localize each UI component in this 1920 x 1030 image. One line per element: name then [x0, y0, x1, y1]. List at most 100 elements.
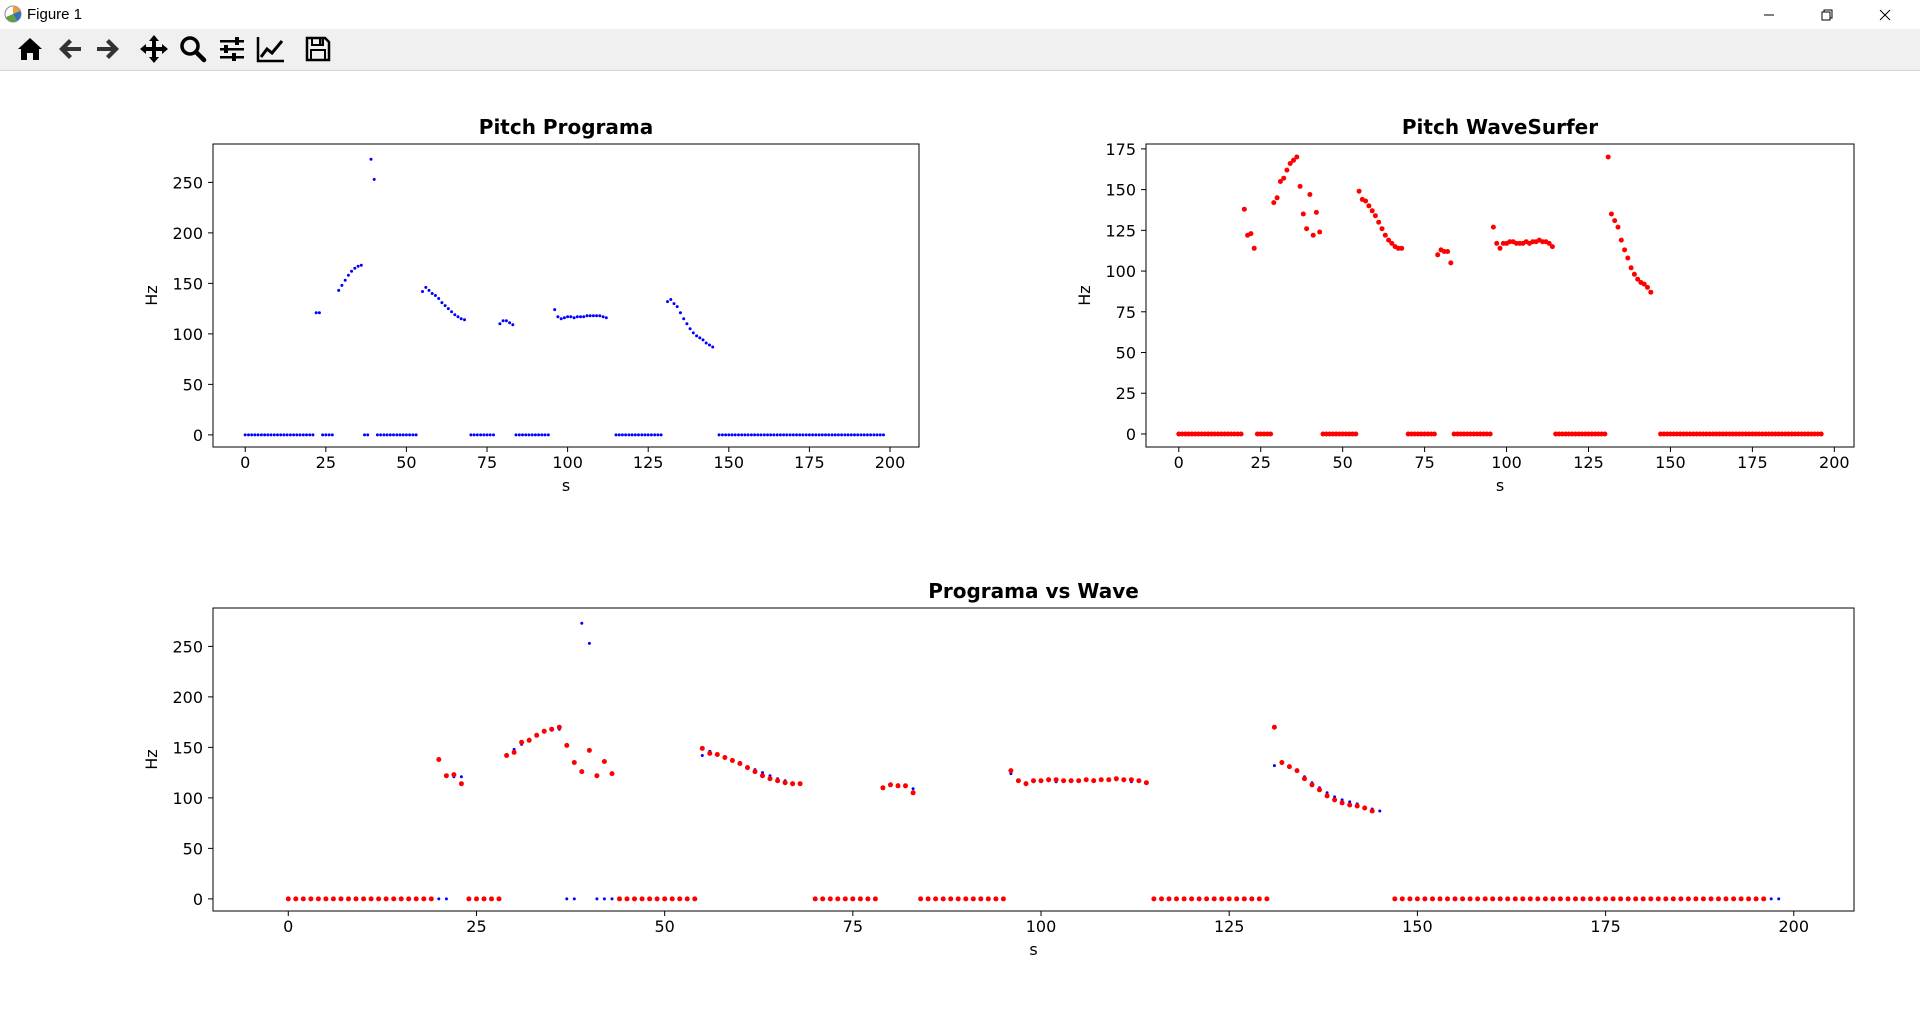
data-point	[1633, 896, 1639, 902]
data-point	[459, 775, 463, 779]
data-point	[1565, 896, 1571, 902]
data-point	[472, 433, 476, 437]
data-point	[330, 433, 334, 437]
minimize-button[interactable]	[1740, 0, 1798, 29]
data-point	[1324, 793, 1330, 799]
home-button[interactable]	[14, 33, 46, 65]
edit-axes-button[interactable]	[255, 33, 287, 65]
data-point	[1234, 896, 1240, 902]
data-point	[359, 263, 363, 267]
data-point	[398, 896, 404, 902]
data-point	[247, 433, 250, 437]
data-point	[543, 433, 547, 437]
data-point	[1557, 896, 1563, 902]
data-point	[760, 773, 765, 779]
data-point	[549, 726, 555, 732]
data-point	[1302, 776, 1307, 782]
x-tick-label: 50	[1332, 453, 1352, 472]
x-tick-label: 125	[1573, 453, 1604, 472]
data-point	[361, 896, 367, 902]
data-point	[1460, 896, 1466, 902]
data-point	[1549, 244, 1555, 250]
data-point	[872, 896, 878, 902]
data-point	[1392, 896, 1398, 902]
data-point	[704, 341, 708, 345]
data-point	[504, 753, 510, 758]
x-tick-label: 150	[714, 453, 745, 472]
data-point	[846, 433, 850, 437]
data-point	[366, 433, 370, 437]
data-point	[1248, 231, 1254, 237]
data-point	[1641, 281, 1647, 287]
figure-canvas[interactable]: 0 25 50 75 100 125 150 175 200050100150200250Pit…	[0, 71, 1920, 1030]
data-point	[340, 283, 344, 287]
close-button[interactable]	[1856, 0, 1914, 29]
data-point	[895, 783, 901, 789]
x-tick-label: 125	[1214, 917, 1245, 936]
data-point	[1475, 896, 1481, 902]
data-point	[481, 896, 487, 902]
data-point	[1128, 777, 1134, 783]
data-point	[556, 724, 562, 730]
data-point	[363, 433, 366, 437]
zoom-button[interactable]	[177, 33, 209, 65]
configure-subplots-button[interactable]	[216, 33, 248, 65]
data-point	[436, 757, 442, 762]
data-point	[1490, 224, 1496, 230]
data-point	[566, 315, 570, 319]
data-point	[1076, 778, 1082, 784]
data-point	[1151, 896, 1157, 902]
data-point	[814, 433, 818, 437]
x-tick-label: 75	[1414, 453, 1434, 472]
x-tick-label: 100	[1491, 453, 1522, 472]
data-point	[586, 747, 592, 753]
data-point	[762, 433, 766, 437]
x-tick-label: 200	[1819, 453, 1850, 472]
data-point	[1407, 896, 1413, 902]
save-button[interactable]	[302, 33, 334, 65]
data-point	[817, 433, 821, 437]
data-point	[677, 896, 683, 902]
data-point	[444, 897, 448, 901]
data-point	[1309, 782, 1315, 788]
data-point	[301, 433, 305, 437]
data-point	[730, 433, 734, 437]
data-point	[321, 433, 325, 437]
pan-button[interactable]	[138, 33, 170, 65]
data-point	[1382, 232, 1388, 238]
restore-button[interactable]	[1798, 0, 1856, 29]
data-point	[639, 896, 645, 902]
data-point	[324, 433, 328, 437]
subplot-1: 0 25 50 75 100 125 150 175 200 0 50 100 150 200 250 Pit…	[142, 115, 920, 495]
x-tick-label: 0	[283, 917, 293, 936]
data-point	[1136, 778, 1142, 784]
back-button[interactable]	[54, 33, 86, 65]
data-point	[1121, 777, 1127, 783]
x-tick-label: 50	[654, 917, 674, 936]
data-point	[1550, 896, 1556, 902]
data-point	[408, 433, 412, 437]
data-point	[1046, 777, 1052, 783]
data-point	[1023, 781, 1029, 787]
data-point	[1379, 226, 1385, 232]
data-point	[317, 311, 321, 315]
data-point	[437, 297, 441, 300]
data-point	[647, 896, 653, 902]
data-point	[1166, 896, 1172, 902]
data-point	[836, 433, 840, 437]
data-point	[1256, 896, 1262, 902]
data-point	[666, 300, 669, 304]
axes-frame	[212, 607, 1855, 912]
restore-icon	[1821, 9, 1833, 20]
navigation-toolbar	[0, 29, 1920, 71]
data-point	[292, 433, 296, 437]
data-point	[1015, 778, 1021, 784]
data-point	[1535, 896, 1541, 902]
x-tick-label: 25	[466, 917, 486, 936]
data-point	[1777, 897, 1781, 901]
forward-button[interactable]	[92, 33, 124, 65]
data-point	[1053, 777, 1059, 783]
data-point	[383, 896, 389, 902]
data-point	[259, 433, 263, 437]
chart-title: Programa vs Wave	[928, 579, 1139, 603]
